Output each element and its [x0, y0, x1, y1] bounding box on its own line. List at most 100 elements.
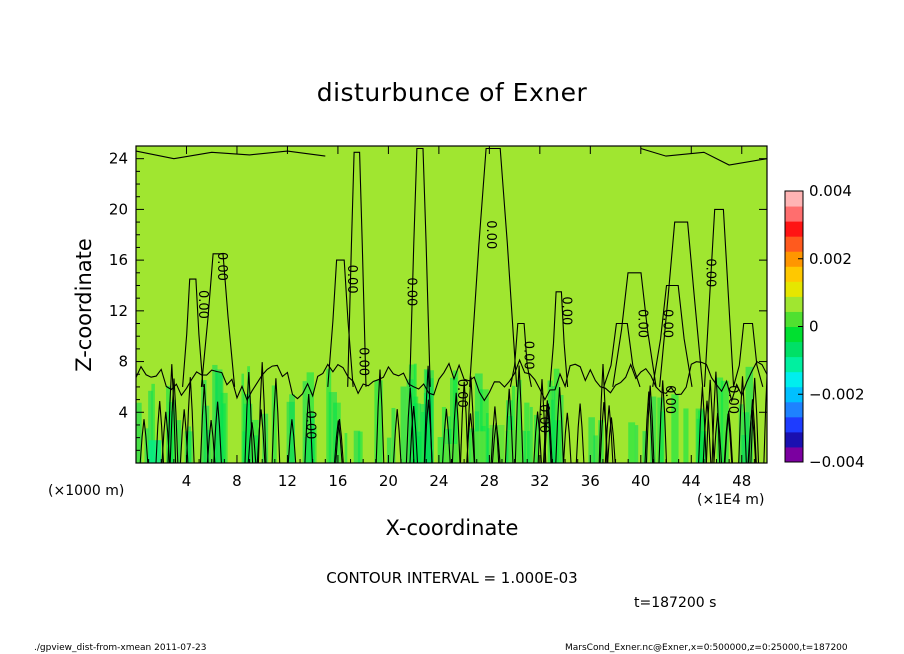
contour-line	[549, 291, 569, 387]
field-cell	[391, 407, 396, 463]
contour-line	[599, 402, 609, 463]
contour-line	[405, 387, 415, 463]
contour-line	[702, 400, 712, 463]
field-cell	[657, 397, 665, 463]
colorbar-swatch	[785, 266, 803, 282]
field-cell	[386, 437, 392, 463]
colorbar-swatch	[785, 281, 803, 297]
contour-line	[645, 385, 655, 463]
field-cell	[400, 386, 407, 463]
contour-line	[139, 419, 149, 463]
field-cell	[683, 408, 689, 463]
contour-line	[575, 403, 585, 463]
contour-label: 0.00	[483, 220, 498, 249]
field-cell	[328, 392, 337, 463]
contour-line	[136, 150, 326, 160]
contour-label: 0.00	[662, 385, 677, 414]
contour-line	[409, 405, 419, 463]
colorbar-swatch	[785, 326, 803, 343]
contour-line	[424, 399, 433, 463]
x-tick-label: 32	[530, 472, 549, 490]
field-cell	[241, 373, 245, 463]
field-cell	[533, 414, 539, 463]
colorbar-tick-label: −0.004	[809, 453, 865, 471]
colorbar-swatch	[785, 236, 803, 252]
contour-line	[271, 378, 281, 463]
contour-line	[375, 369, 385, 463]
contour-line	[711, 371, 721, 463]
contour-line	[738, 376, 747, 463]
contour-label: 0.00	[344, 265, 359, 294]
field-cell	[326, 368, 332, 463]
field-cell	[151, 383, 155, 463]
contour-label: 0.00	[454, 379, 469, 408]
field-cell	[252, 419, 259, 463]
field-cell	[406, 379, 414, 463]
contour-line	[732, 322, 764, 388]
field-cell	[511, 385, 516, 463]
colorbar-swatch	[785, 371, 803, 388]
colorbar-tick-label: 0.004	[809, 182, 852, 200]
field-cell	[479, 389, 489, 463]
field-cell	[634, 425, 639, 463]
field-cell	[516, 379, 522, 463]
contour-line	[466, 376, 476, 463]
colorbar-swatch	[785, 416, 803, 433]
contour-line	[509, 322, 532, 388]
contour-line	[213, 401, 222, 463]
contour-line	[392, 409, 402, 463]
field-cell	[220, 392, 228, 463]
field-cell	[529, 406, 533, 463]
contour-line	[451, 392, 461, 463]
field-cell	[357, 431, 363, 463]
colorbar-swatch	[785, 206, 803, 222]
contour-label: 0.00	[302, 410, 317, 439]
contour-line	[247, 422, 257, 463]
contour-line	[658, 380, 668, 463]
field-cell	[148, 390, 153, 463]
field-cell	[521, 431, 526, 463]
contour-line	[287, 419, 297, 463]
field-cell	[415, 436, 422, 463]
contour-line	[257, 362, 267, 463]
contour-line	[206, 420, 216, 463]
colorbar-swatch	[785, 386, 803, 403]
field-cell	[171, 399, 176, 463]
contour-line	[544, 403, 553, 463]
colorbar-swatch	[785, 401, 803, 418]
y-tick-label: 24	[109, 150, 128, 168]
field-cell	[148, 440, 162, 463]
field-cell	[628, 422, 636, 463]
contour-line	[562, 412, 572, 463]
chart-title: disturbunce of Exner	[316, 78, 588, 107]
contour-line	[555, 387, 564, 463]
field-cell	[302, 381, 307, 463]
contour-line	[533, 411, 542, 463]
y-tick-label: 8	[118, 353, 128, 371]
field-cell	[243, 394, 251, 463]
field-cell	[553, 368, 560, 463]
colorbar: 0.004 0.002 0 −0.002 −0.004	[784, 182, 865, 471]
contour-line	[335, 419, 344, 463]
field-cell	[429, 378, 434, 463]
contour-line	[703, 208, 735, 387]
field-cell	[344, 433, 348, 463]
field-cell	[698, 410, 705, 463]
field-cell	[212, 364, 218, 463]
contour-label: 0.00	[355, 347, 370, 376]
contour-label: 0.00	[403, 277, 418, 306]
contour-line	[161, 411, 171, 463]
colorbar-tick-label: 0	[809, 318, 819, 336]
contour-label: 0.00	[702, 258, 717, 287]
x-unit-label: (×1000 m)	[48, 483, 125, 499]
colorbar-swatch	[785, 446, 803, 463]
y-tick-label: 12	[109, 302, 128, 320]
contour-label: 0.00	[536, 404, 551, 433]
y-axis: 4 8 12 16 20 24	[109, 150, 767, 451]
contour-line	[514, 365, 524, 463]
footer-command: ./gpview_dist-from-xmean 2011-07-23	[34, 643, 207, 653]
x-tick-label: 20	[379, 472, 398, 490]
field-cell	[671, 394, 679, 463]
field-cell	[201, 380, 207, 463]
